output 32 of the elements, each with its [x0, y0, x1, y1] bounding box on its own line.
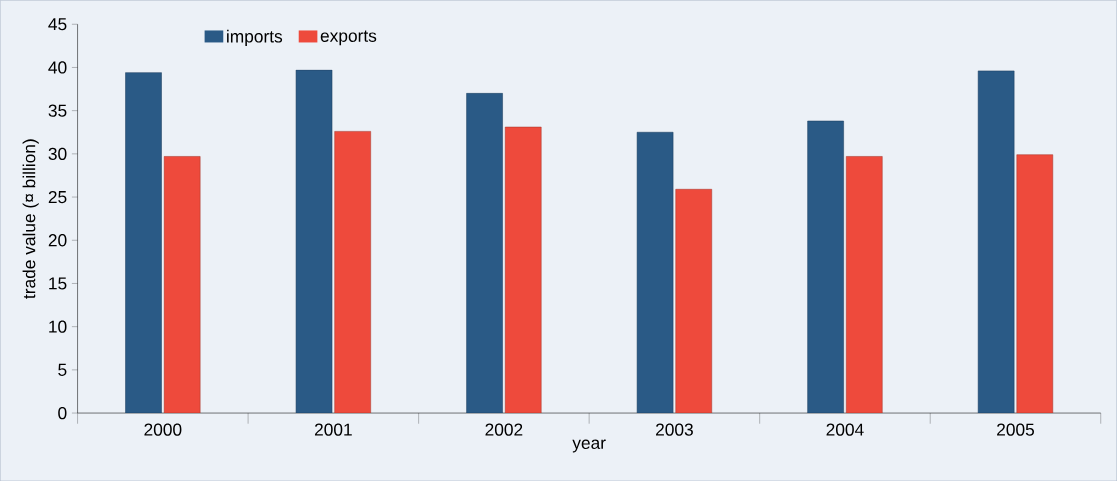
- bar: [846, 156, 883, 413]
- bar: [125, 72, 162, 413]
- x-tick-label: 2004: [826, 423, 864, 436]
- bar: [163, 156, 201, 413]
- x-tick-label: 2005: [997, 423, 1035, 436]
- x-tick-label: 2000: [144, 423, 182, 436]
- x-tick-label: 2001: [314, 423, 352, 436]
- y-axis-title: trade value (¤ billion): [22, 139, 39, 299]
- legend-label: imports: [227, 29, 283, 46]
- y-tick-label: 40: [48, 61, 67, 74]
- y-tick-label: 5: [58, 363, 67, 376]
- y-tick-label: 15: [49, 277, 67, 290]
- bar: [1016, 154, 1054, 413]
- bar: [466, 92, 503, 413]
- y-tick-label: 30: [48, 147, 67, 160]
- y-tick-label: 35: [48, 104, 67, 117]
- bar: [807, 120, 844, 413]
- x-tick-label: 2003: [656, 423, 693, 436]
- bar: [675, 188, 712, 413]
- y-tick-label: 10: [49, 320, 67, 333]
- x-tick-label: 2002: [485, 423, 523, 436]
- y-tick-label: 45: [48, 18, 67, 31]
- y-tick-label: 25: [48, 190, 67, 204]
- bar: [977, 70, 1015, 413]
- bar: [636, 131, 674, 413]
- bar: [334, 130, 371, 413]
- legend-label: exports: [320, 30, 377, 46]
- bar: [504, 126, 542, 413]
- y-tick-label: 20: [48, 233, 67, 247]
- y-tick-label: 0: [58, 406, 67, 420]
- x-axis-title: year: [572, 439, 606, 453]
- bar: [295, 69, 333, 413]
